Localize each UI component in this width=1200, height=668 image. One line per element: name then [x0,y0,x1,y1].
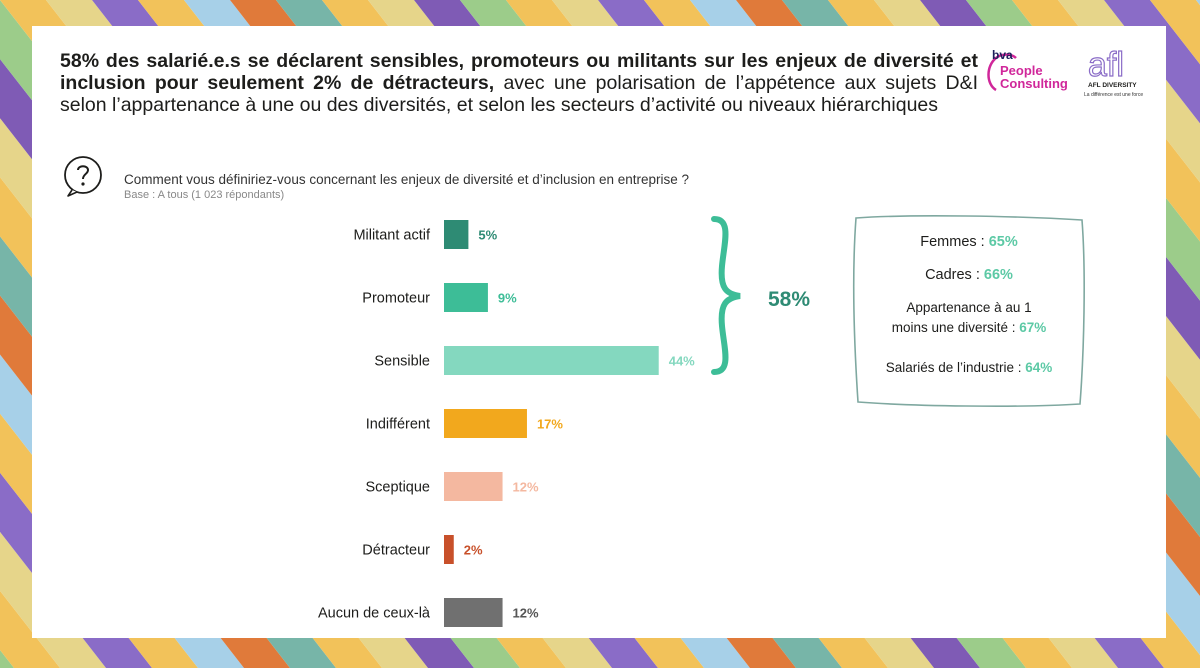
bva-people-consulting-logo: bva People Consulting [982,44,1074,94]
category-label: Sensible [374,354,430,370]
value-label: 44% [669,354,695,369]
total-percentage: 58% [768,288,811,311]
afl-logo-tagline: La différence est une force [1084,92,1144,98]
category-label: Militant actif [353,228,431,244]
bar [444,220,469,249]
bar [444,283,488,312]
bva-logo-line1: People [1000,63,1043,78]
value-label: 2% [464,543,483,558]
question-icon [64,156,102,197]
curly-brace [711,216,741,375]
category-label: Indifférent [366,417,430,433]
value-label: 5% [478,228,497,243]
category-label: Promoteur [362,291,430,307]
category-label: Aucun de ceux-là [318,606,431,622]
bar [444,598,503,627]
bva-logo-text: bva [992,48,1013,62]
highlight-callout: Femmes : 65% Cadres : 66% Appartenance à… [850,212,1088,412]
callout-women: Femmes : 65% [920,234,1018,250]
background-stripe [0,0,152,668]
bva-logo-line2: Consulting [1000,76,1068,91]
category-label: Sceptique [366,480,431,496]
bar-chart: Militant actif 5% Promoteur 9% Sensible 44% In… [318,216,741,627]
bar [444,535,454,564]
bar [444,409,527,438]
bar [444,472,503,501]
callout-executives: Cadres : 66% [925,267,1013,283]
afl-diversity-logo: afl AFL DIVERSITY La différence est une … [1078,42,1160,98]
content-panel: 58% des salarié.e.s se déclarent sensibl… [32,26,1166,638]
afl-logo-sub: AFL DIVERSITY [1088,82,1137,89]
callout-diversity-line1: Appartenance à au 1 [906,300,1032,315]
value-label: 12% [513,606,539,621]
survey-base: Base : A tous (1 023 répondants) [124,189,285,201]
headline-rest: avec une polarisation de l’appétence aux… [60,72,978,116]
category-label: Détracteur [362,543,430,559]
survey-question: Comment vous définiriez-vous concernant … [124,172,690,187]
afl-logo-mark: afl [1088,46,1124,84]
value-label: 9% [498,291,517,306]
callout-diversity-line2: moins une diversité : 67% [891,320,1047,335]
headline: 58% des salarié.e.s se déclarent sensibl… [60,50,978,116]
value-label: 12% [513,480,539,495]
value-label: 17% [537,417,563,432]
callout-industry: Salariés de l’industrie : 64% [885,360,1053,375]
headline-bold: 58% des salarié.e.s se déclarent sensibl… [60,50,978,94]
bar [444,346,659,375]
